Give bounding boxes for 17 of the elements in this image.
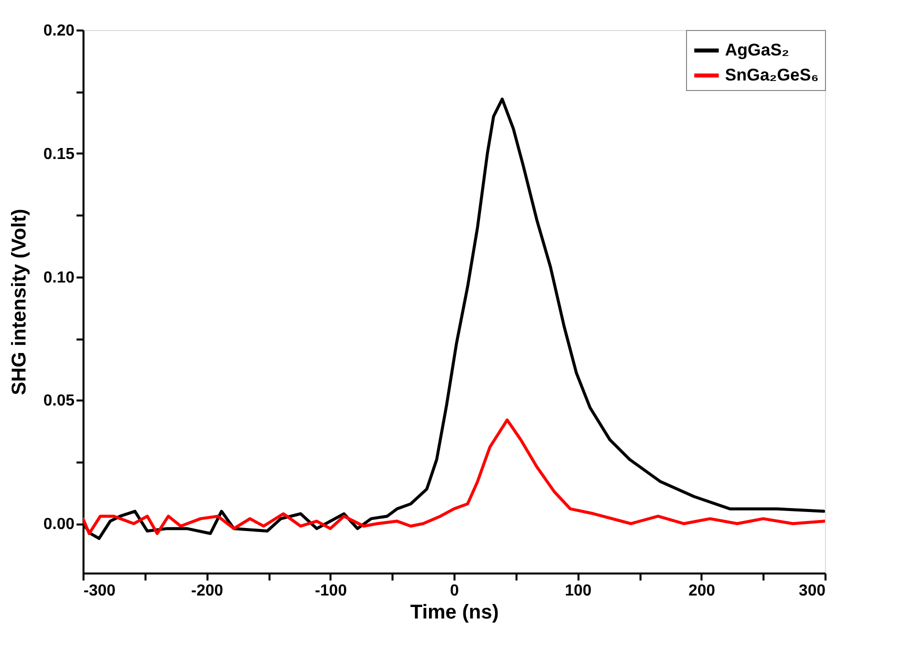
x-tick-label: -300 <box>84 582 116 600</box>
x-tick-label: 0 <box>450 582 460 600</box>
x-tick-label: 200 <box>688 582 716 600</box>
y-tick-label: 0.10 <box>43 269 75 286</box>
y-axis-title: SHG intensity (Volt) <box>8 208 30 396</box>
x-tick-label: -200 <box>191 582 224 600</box>
y-tick-label: 0.20 <box>43 22 75 40</box>
legend-label: AgGaS₂ <box>725 40 790 60</box>
y-tick-label: 0.15 <box>43 146 75 163</box>
legend-label: SnGa₂GeS₆ <box>725 66 819 84</box>
x-tick-label: -100 <box>314 582 347 600</box>
line-series <box>83 418 825 536</box>
y-tick-label: 0.00 <box>43 516 75 534</box>
x-tick-label: 300 <box>798 582 826 600</box>
x-tick-label: 100 <box>564 582 592 600</box>
y-tick-label: 0.05 <box>43 392 75 410</box>
x-axis-title: Time (ns) <box>410 602 499 624</box>
